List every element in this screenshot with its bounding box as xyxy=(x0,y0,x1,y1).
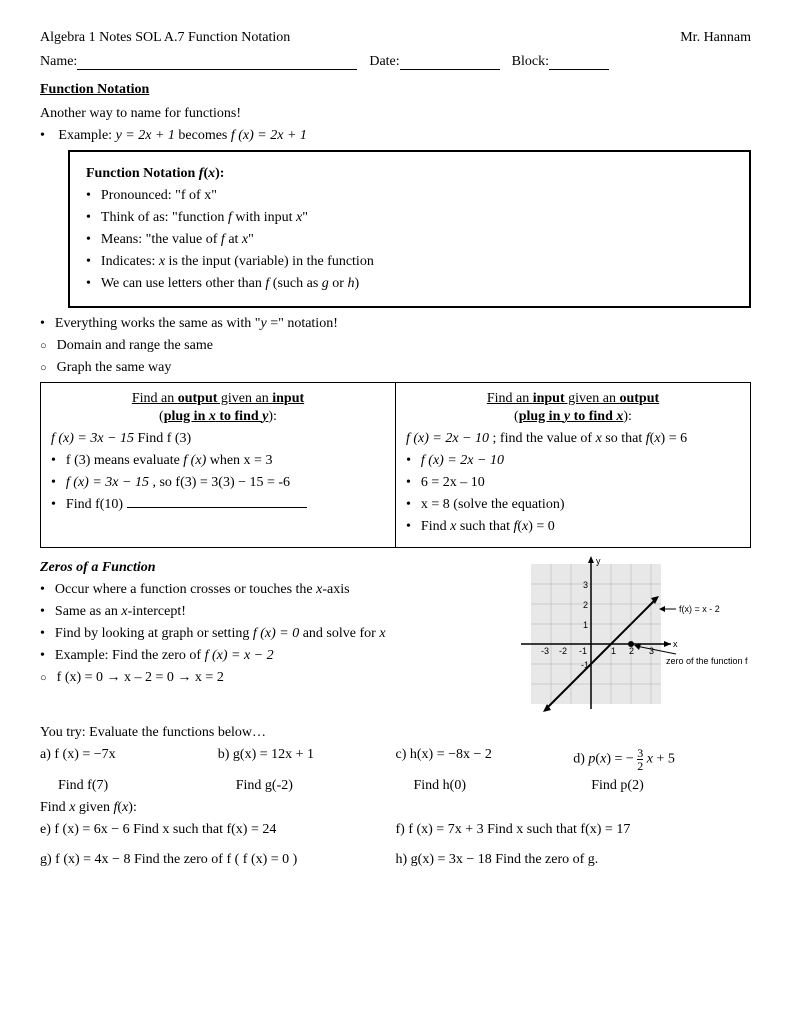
header-right: Mr. Hannam xyxy=(680,30,751,46)
svg-text:zero of the function f: zero of the function f xyxy=(666,656,748,666)
zeros-graph: y x -3 -2 -1 1 2 3 3 2 1 -1 f(x) = x - 2 zero … xyxy=(511,554,751,714)
block-label: Block: xyxy=(512,54,549,70)
svg-text:1: 1 xyxy=(611,646,616,656)
leftcol-h1: Find an output given an input xyxy=(51,391,385,407)
example-eq2: f (x) = 2x + 1 xyxy=(231,128,307,143)
svg-text:-3: -3 xyxy=(541,646,549,656)
zeros-title: Zeros of a Function xyxy=(40,560,499,576)
box-item-3: Indicates: x is the input (variable) in … xyxy=(86,254,733,270)
box-item-2: Means: "the value of f at x" xyxy=(86,232,733,248)
example-label: Example: xyxy=(58,128,115,143)
example-becomes: becomes xyxy=(178,128,230,143)
page-header: Algebra 1 Notes SOL A.7 Function Notatio… xyxy=(40,30,751,46)
practice-b: b) g(x) = 12x + 1 xyxy=(218,747,396,772)
name-label: Name: xyxy=(40,54,77,70)
svg-text:-1: -1 xyxy=(579,646,587,656)
findx-title: Find x given f(x): xyxy=(40,800,751,816)
svg-text:f(x) = x - 2: f(x) = x - 2 xyxy=(679,604,720,614)
right-column: Find an input given an output (plug in y… xyxy=(396,383,750,547)
rightcol-p1: f (x) = 2x − 10 ; find the value of x so… xyxy=(406,431,740,447)
svg-text:1: 1 xyxy=(583,620,588,630)
date-label: Date: xyxy=(369,54,399,70)
left-column: Find an output given an input (plug in x… xyxy=(41,383,396,547)
zeros-b1: Occur where a function crosses or touche… xyxy=(40,582,499,598)
example-line: Example: y = 2x + 1 becomes f (x) = 2x +… xyxy=(40,128,751,144)
find-b: Find g(-2) xyxy=(218,778,396,794)
svg-text:y: y xyxy=(596,556,601,566)
zeros-b4: Example: Find the zero of f (x) = x − 2 xyxy=(40,648,499,664)
practice-h: h) g(x) = 3x − 18 Find the zero of g. xyxy=(396,852,752,868)
leftcol-b2: f (x) = 3x − 15 , so f(3) = 3(3) − 15 = … xyxy=(51,475,385,491)
same-note: Everything works the same as with "y =" … xyxy=(40,316,751,332)
svg-text:2: 2 xyxy=(629,646,634,656)
practice-c: c) h(x) = −8x − 2 xyxy=(396,747,574,772)
practice-e: e) f (x) = 6x − 6 Find x such that f(x) … xyxy=(40,822,396,838)
practice-row-4: g) f (x) = 4x − 8 Find the zero of f ( f… xyxy=(40,852,751,868)
rightcol-b3: x = 8 (solve the equation) xyxy=(406,497,740,513)
leftcol-b3: Find f(10) xyxy=(51,497,385,513)
svg-text:2: 2 xyxy=(583,600,588,610)
find-d: Find p(2) xyxy=(573,778,751,794)
box-item-0: Pronounced: "f of x" xyxy=(86,188,733,204)
name-blank[interactable] xyxy=(77,54,357,70)
rightcol-b4: Find x such that f(x) = 0 xyxy=(406,519,740,535)
practice-row-3: e) f (x) = 6x − 6 Find x such that f(x) … xyxy=(40,822,751,838)
box-title: Function Notation f(x): xyxy=(86,166,733,182)
leftcol-h2: (plug in x to find y): xyxy=(51,409,385,425)
svg-text:3: 3 xyxy=(649,646,654,656)
rightcol-h2: (plug in y to find x): xyxy=(406,409,740,425)
find-a: Find f(7) xyxy=(40,778,218,794)
same-sub-1: Graph the same way xyxy=(40,360,751,376)
practice-f: f) f (x) = 7x + 3 Find x such that f(x) … xyxy=(396,822,752,838)
box-item-1: Think of as: "function f with input x" xyxy=(86,210,733,226)
f10-blank[interactable] xyxy=(127,507,307,508)
same-sub-0: Domain and range the same xyxy=(40,338,751,354)
header-left: Algebra 1 Notes SOL A.7 Function Notatio… xyxy=(40,30,290,46)
svg-text:x: x xyxy=(673,639,678,649)
rightcol-h1: Find an input given an output xyxy=(406,391,740,407)
leftcol-p1: f (x) = 3x − 15 Find f (3) xyxy=(51,431,385,447)
notation-box: Function Notation f(x): Pronounced: "f o… xyxy=(68,150,751,308)
svg-text:3: 3 xyxy=(583,580,588,590)
svg-text:-1: -1 xyxy=(581,660,589,670)
rightcol-b1: f (x) = 2x − 10 xyxy=(406,453,740,469)
name-date-block: Name: Date: Block: xyxy=(40,54,751,70)
you-try: You try: Evaluate the functions below… xyxy=(40,725,751,741)
example-eq1: y = 2x + 1 xyxy=(116,128,175,143)
box-item-4: We can use letters other than f (such as… xyxy=(86,276,733,292)
find-c: Find h(0) xyxy=(396,778,574,794)
zeros-b4sub: f (x) = 0 → x – 2 = 0 → x = 2 xyxy=(40,670,499,686)
leftcol-b1: f (3) means evaluate f (x) when x = 3 xyxy=(51,453,385,469)
section-title: Function Notation xyxy=(40,82,751,98)
two-column-box: Find an output given an input (plug in x… xyxy=(40,382,751,548)
practice-g: g) f (x) = 4x − 8 Find the zero of f ( f… xyxy=(40,852,396,868)
zeros-b2: Same as an x-intercept! xyxy=(40,604,499,620)
date-blank[interactable] xyxy=(400,54,500,70)
practice-d: d) p(x) = − 32 x + 5 xyxy=(573,747,751,772)
rightcol-b2: 6 = 2x – 10 xyxy=(406,475,740,491)
practice-row-1: a) f (x) = −7x b) g(x) = 12x + 1 c) h(x)… xyxy=(40,747,751,772)
intro-text: Another way to name for functions! xyxy=(40,106,751,122)
block-blank[interactable] xyxy=(549,54,609,70)
practice-a: a) f (x) = −7x xyxy=(40,747,218,772)
practice-row-2: Find f(7) Find g(-2) Find h(0) Find p(2) xyxy=(40,778,751,794)
svg-text:-2: -2 xyxy=(559,646,567,656)
zeros-section: Zeros of a Function Occur where a functi… xyxy=(40,554,751,719)
graph-container: y x -3 -2 -1 1 2 3 3 2 1 -1 f(x) = x - 2 zero … xyxy=(511,554,751,719)
zeros-b3: Find by looking at graph or setting f (x… xyxy=(40,626,499,642)
